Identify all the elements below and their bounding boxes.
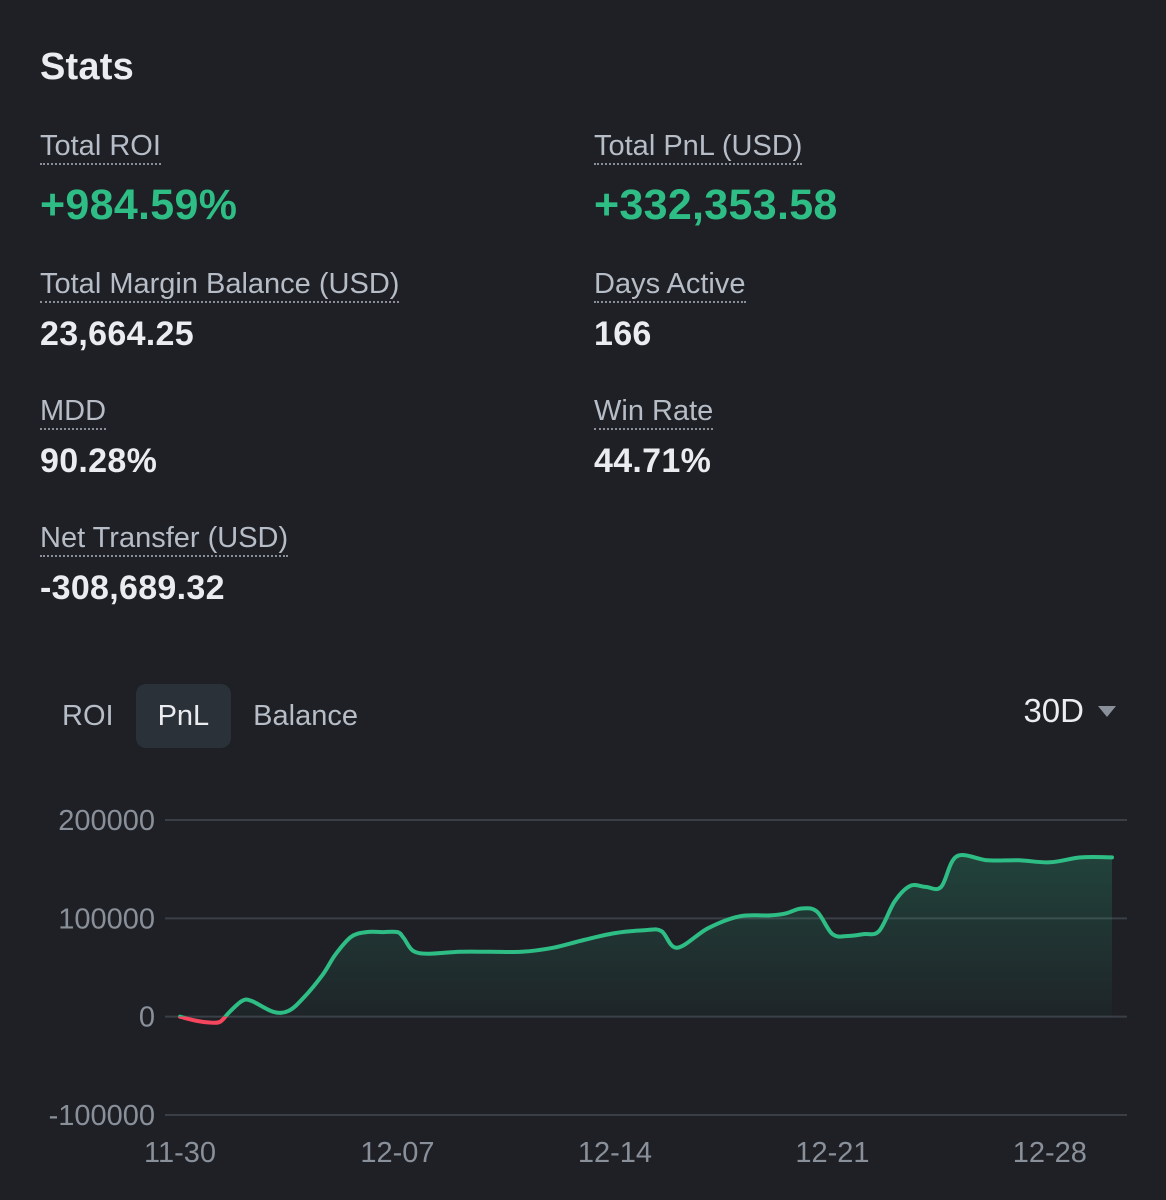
stat-mdd: MDD 90.28% — [40, 395, 157, 481]
stat-value: -308,689.32 — [40, 569, 225, 607]
range-label: 30D — [1023, 692, 1084, 729]
stat-value: +332,353.58 — [594, 181, 838, 229]
stat-label[interactable]: Total Margin Balance (USD) — [40, 268, 400, 303]
x-tick-label: 12-07 — [360, 1137, 434, 1169]
caret-down-icon — [1098, 705, 1116, 717]
tab-balance[interactable]: Balance — [253, 700, 358, 732]
pnl-chart: 200000 100000 0 -100000 11-30 12-07 12-14 12-21… — [49, 805, 1127, 1169]
pnl-line-positive — [178, 853, 1114, 1017]
stat-value: 90.28% — [40, 442, 158, 480]
stat-value: 23,664.25 — [40, 315, 194, 353]
y-tick-label: 0 — [139, 1002, 155, 1034]
stat-value: 44.71% — [594, 442, 712, 480]
stat-value: +984.59% — [40, 181, 238, 229]
x-tick-label: 11-30 — [144, 1137, 216, 1169]
stat-total-pnl: Total PnL (USD) +332,353.58 — [594, 130, 838, 230]
stat-label[interactable]: MDD — [40, 395, 107, 430]
stat-label[interactable]: Days Active — [594, 268, 746, 303]
chart-tabs: ROI PnL Balance — [40, 684, 380, 748]
y-tick-label: 200000 — [58, 805, 155, 837]
tab-pnl[interactable]: PnL — [135, 684, 232, 748]
y-tick-label: 100000 — [58, 903, 155, 935]
stat-win-rate: Win Rate 44.71% — [594, 395, 714, 481]
range-dropdown[interactable]: 30D — [1023, 692, 1116, 730]
stat-margin-balance: Total Margin Balance (USD) 23,664.25 — [40, 268, 400, 354]
pnl-area — [225, 855, 1112, 1017]
stat-total-roi: Total ROI +984.59% — [40, 130, 237, 230]
stat-label[interactable]: Total PnL (USD) — [594, 130, 803, 165]
x-tick-label: 12-28 — [1013, 1137, 1087, 1169]
stat-value: 166 — [594, 315, 652, 353]
x-tick-label: 12-14 — [578, 1137, 652, 1169]
stat-days-active: Days Active 166 — [594, 268, 746, 354]
stat-label[interactable]: Win Rate — [594, 395, 714, 430]
y-tick-label: -100000 — [49, 1100, 155, 1132]
stat-label[interactable]: Total ROI — [40, 130, 161, 165]
stat-net-transfer: Net Transfer (USD) -308,689.32 — [40, 522, 289, 608]
stat-label[interactable]: Net Transfer (USD) — [40, 522, 289, 557]
tab-roi[interactable]: ROI — [62, 700, 114, 732]
page-title: Stats — [40, 46, 134, 88]
x-tick-label: 12-21 — [795, 1137, 869, 1169]
